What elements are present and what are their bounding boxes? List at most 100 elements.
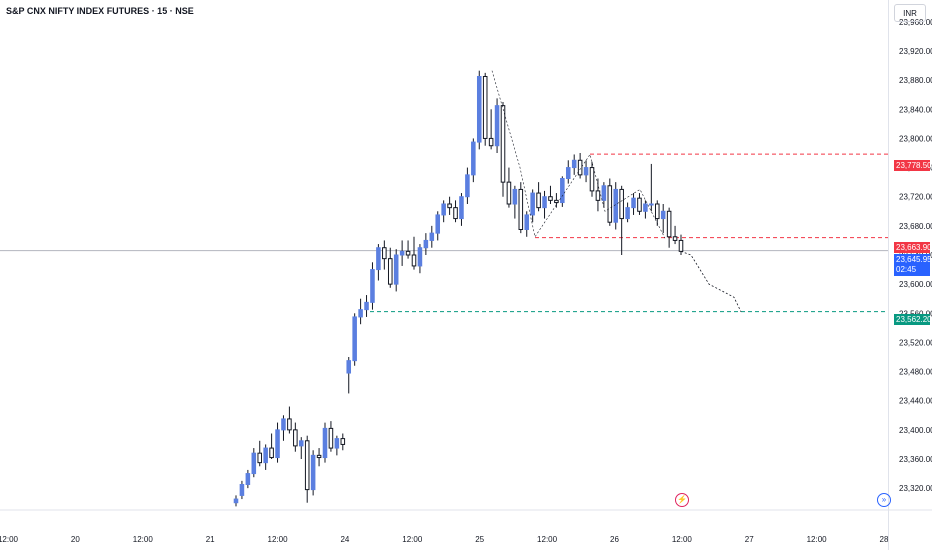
candle-body — [251, 452, 257, 475]
candle-body — [583, 167, 589, 176]
candle-body — [512, 188, 518, 205]
candle-body — [637, 197, 642, 212]
candle-body — [643, 203, 648, 212]
y-tick-label: 23,560.00 — [899, 309, 932, 318]
candle-body — [298, 440, 304, 447]
x-tick-label: 21 — [206, 535, 215, 544]
candle-body — [370, 269, 375, 303]
candle-body — [459, 196, 464, 220]
candle-body — [387, 258, 393, 285]
candle-body — [281, 418, 286, 431]
candle-body — [678, 239, 684, 252]
y-tick-label: 23,520.00 — [899, 338, 932, 347]
candle-body — [376, 247, 381, 271]
candle-body — [654, 203, 660, 220]
candle-body — [316, 454, 322, 459]
pattern-path — [491, 70, 666, 239]
x-tick-label: 12:00 — [537, 535, 558, 544]
candle-body — [399, 250, 405, 256]
y-tick-label: 23,600.00 — [899, 280, 932, 289]
candle-body — [471, 141, 476, 176]
candle-body — [382, 247, 387, 260]
candle-body — [275, 429, 280, 459]
x-tick-label: 25 — [475, 535, 484, 544]
projection-path — [680, 250, 742, 313]
candle-body — [518, 188, 524, 231]
candle-body — [293, 429, 298, 447]
candle-body — [322, 427, 328, 459]
candle-body — [494, 105, 500, 147]
x-tick-label: 12:00 — [133, 535, 154, 544]
lightning-icon[interactable]: ⚡ — [675, 493, 689, 507]
x-tick-label: 12:00 — [402, 535, 423, 544]
candle-body — [269, 447, 274, 459]
candle-body — [287, 418, 292, 431]
y-tick-label: 23,960.00 — [899, 18, 932, 27]
price-tag-lower: 23,562.20 — [894, 314, 932, 325]
candle-body — [304, 440, 310, 491]
x-tick-label: 24 — [340, 535, 349, 544]
y-tick-label: 23,800.00 — [899, 134, 932, 143]
y-tick-label: 23,920.00 — [899, 47, 932, 56]
x-tick-label: 12:00 — [672, 535, 693, 544]
candle-body — [672, 236, 678, 241]
x-tick-label: 20 — [71, 535, 80, 544]
candle-body — [649, 203, 654, 206]
candle-body — [328, 427, 334, 449]
candle-body — [660, 210, 666, 220]
candle-body — [429, 232, 435, 241]
candle-body — [530, 192, 535, 216]
candle-body — [334, 438, 340, 449]
candle-body — [358, 309, 363, 318]
candle-body — [310, 454, 316, 491]
price-tag-current: 23,645.95 02:45 — [894, 254, 932, 276]
candle-body — [542, 196, 547, 209]
candle-body — [245, 473, 251, 486]
candle-body — [625, 207, 630, 220]
y-tick-label: 23,720.00 — [899, 193, 932, 202]
candle-body — [393, 254, 399, 285]
candle-body — [340, 438, 346, 445]
candle-body — [666, 210, 672, 238]
candle-body — [565, 167, 571, 179]
x-tick-label: 12:00 — [0, 535, 19, 544]
candle-body — [257, 452, 263, 464]
candle-body — [619, 188, 624, 220]
x-tick-label: 12:00 — [268, 535, 289, 544]
y-tick-label: 23,880.00 — [899, 76, 932, 85]
candle-body — [346, 360, 352, 374]
candle-body — [465, 174, 470, 198]
candle-body — [447, 203, 452, 209]
candle-body — [411, 254, 417, 267]
candle-body — [417, 247, 423, 267]
currency-button[interactable]: INR — [894, 4, 926, 22]
candle-body — [607, 185, 613, 223]
y-tick-label: 23,480.00 — [899, 368, 932, 377]
candle-body — [233, 498, 239, 504]
price-tag-upper: 23,778.50 — [894, 160, 932, 171]
price-axis-separator — [888, 0, 889, 550]
x-tick-label: 12:00 — [807, 535, 828, 544]
candle-body — [239, 484, 245, 496]
candle-body — [476, 76, 482, 143]
candle-body — [364, 301, 369, 311]
candle-countdown: 02:45 — [896, 265, 917, 274]
y-tick-label: 23,440.00 — [899, 397, 932, 406]
y-tick-label: 23,680.00 — [899, 222, 932, 231]
candle-body — [500, 105, 506, 183]
scroll-to-realtime-icon[interactable]: » — [877, 493, 891, 507]
candle-body — [631, 197, 636, 209]
y-tick-label: 23,320.00 — [899, 484, 932, 493]
candle-body — [577, 159, 583, 176]
candle-body — [263, 447, 268, 464]
candle-body — [352, 316, 357, 362]
symbol-title[interactable]: S&P CNX NIFTY INDEX FUTURES · 15 · NSE — [6, 6, 194, 16]
y-tick-label: 23,400.00 — [899, 426, 932, 435]
candle-body — [435, 214, 441, 234]
candle-body — [453, 207, 458, 220]
candle-body — [613, 188, 619, 223]
x-tick-label: 26 — [610, 535, 619, 544]
candle-body — [589, 167, 595, 192]
candle-body — [524, 214, 530, 231]
